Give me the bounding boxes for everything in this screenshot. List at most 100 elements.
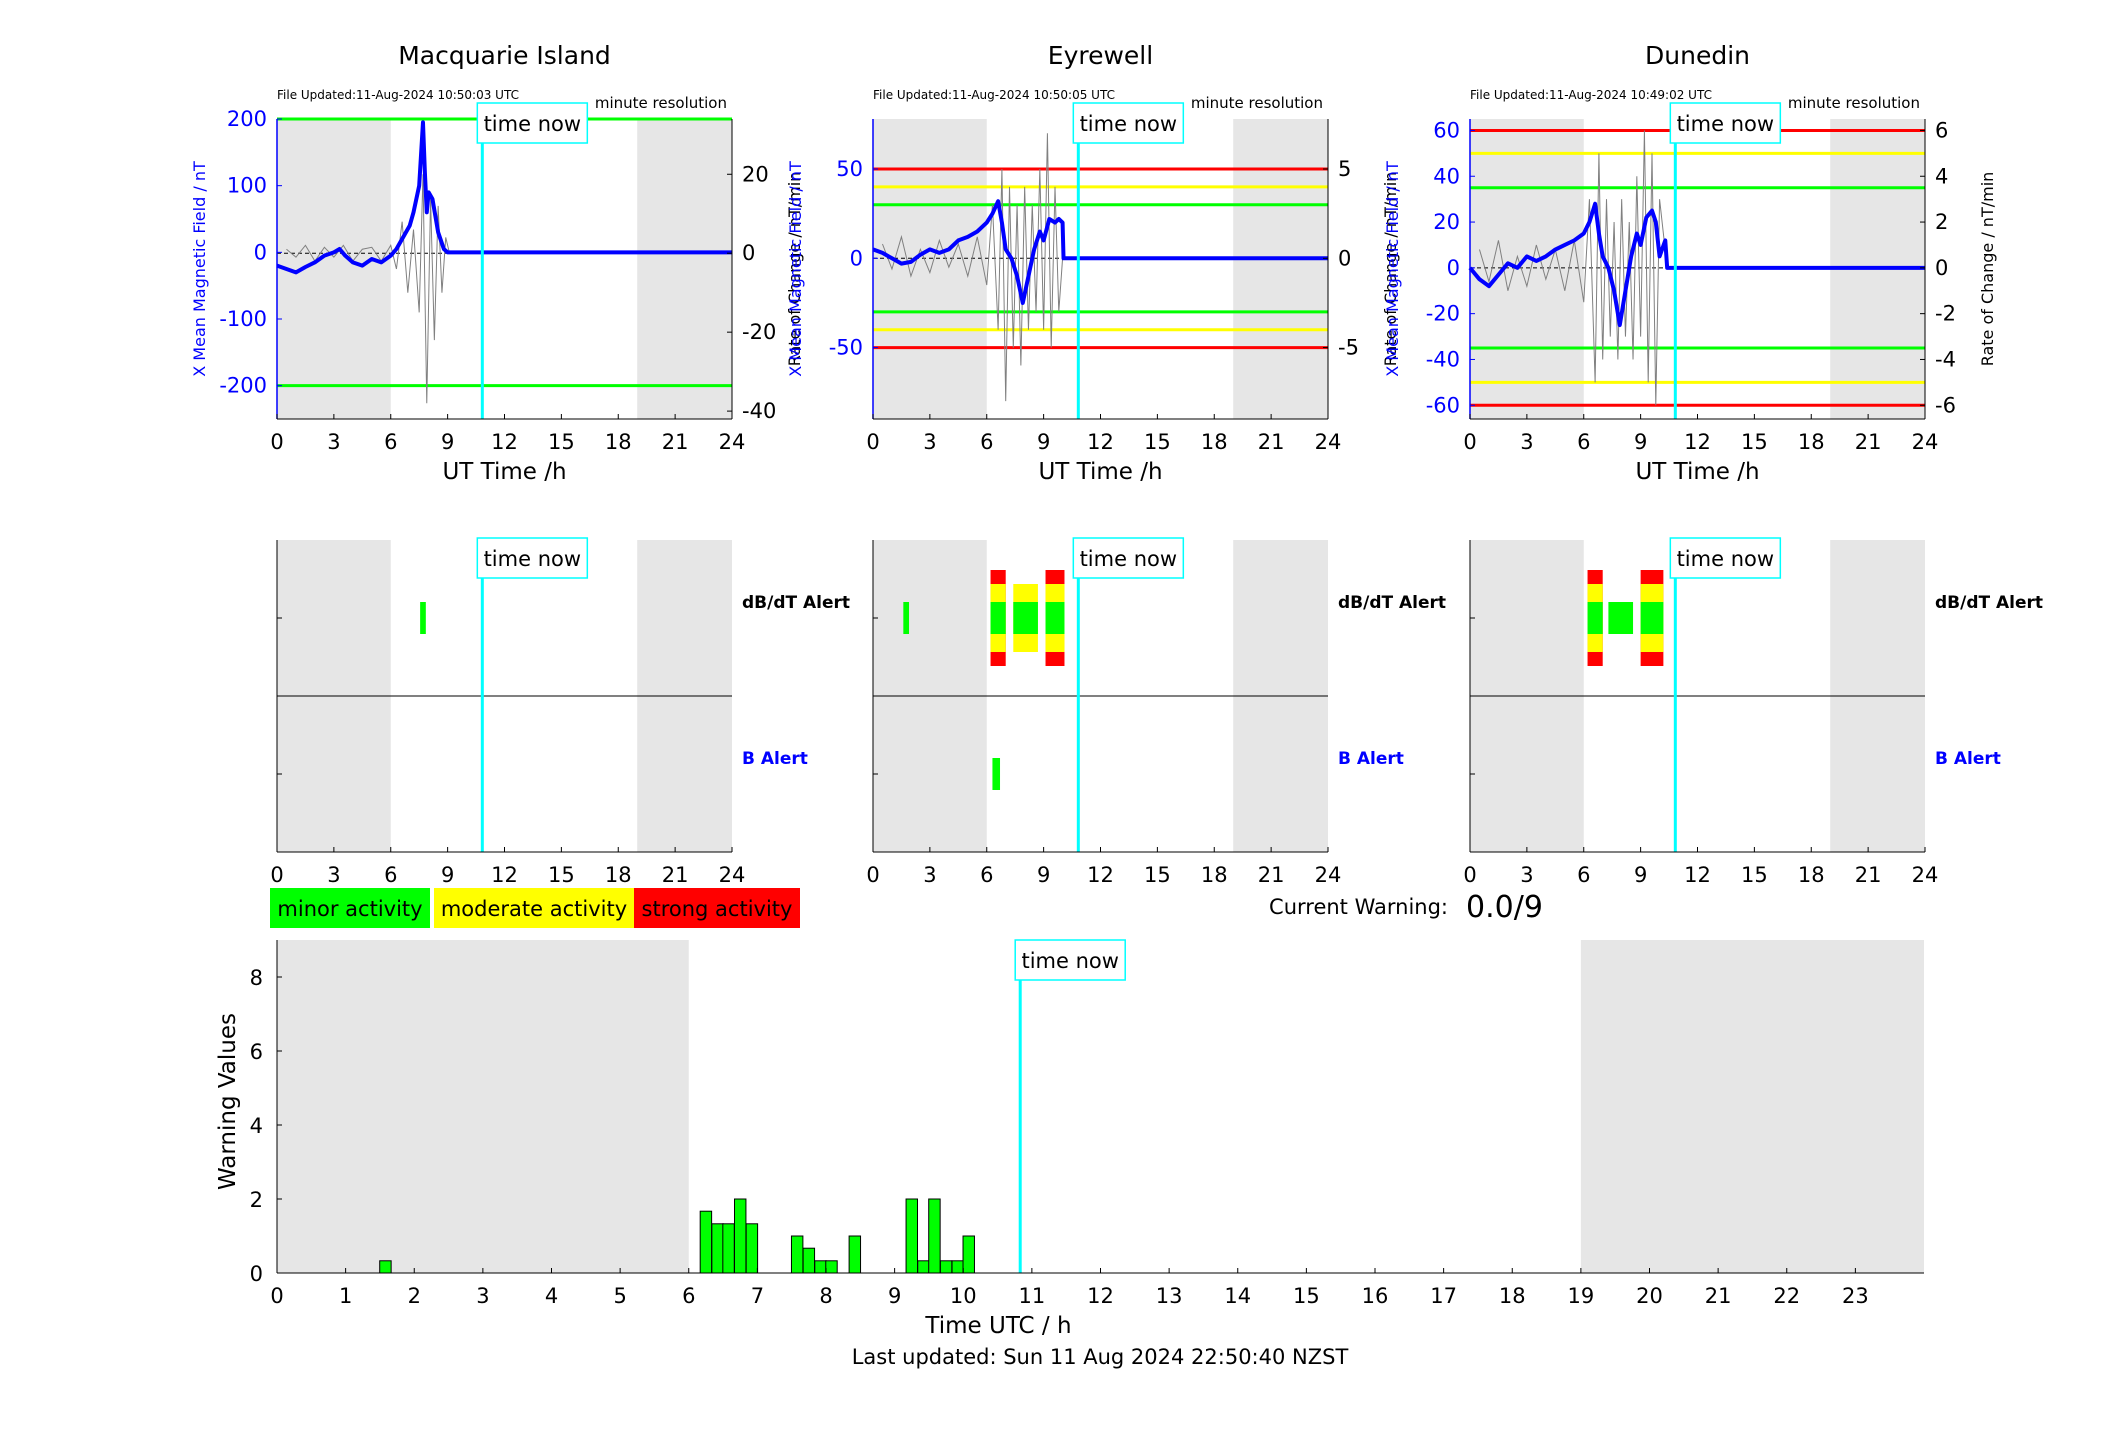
x-axis-label: Time UTC / h bbox=[924, 1313, 1071, 1339]
y-left-tick-label: 0 bbox=[1447, 256, 1460, 280]
time-now-box bbox=[1669, 102, 1782, 144]
dbdt-alert-label: dB/dT Alert bbox=[1935, 593, 2043, 613]
y-left-tick-label: 200 bbox=[227, 107, 267, 131]
x-tick-label: 3 bbox=[1520, 430, 1533, 454]
x-tick-label: 15 bbox=[1144, 863, 1171, 887]
x-tick-label: 18 bbox=[605, 863, 632, 887]
y-axis-label: Warning Values bbox=[215, 1013, 241, 1190]
x-tick-label: 24 bbox=[719, 863, 746, 887]
x-tick-label: 17 bbox=[1430, 1284, 1457, 1308]
rate-of-change-line bbox=[1478, 130, 1668, 406]
x-tick-label: 14 bbox=[1224, 1284, 1251, 1308]
y-right-axis-label: Rate of Change / nT/min bbox=[1978, 172, 1997, 367]
dunedin-panel: Dunedin File Updated:11-Aug-2024 10:49:02… bbox=[1383, 41, 1997, 485]
minor-alert-bar bbox=[903, 602, 910, 634]
warning-bar bbox=[814, 1260, 827, 1274]
legend-minor-swatch bbox=[270, 888, 430, 928]
x-tick-label: 0 bbox=[866, 863, 879, 887]
time-now-box bbox=[1072, 102, 1185, 144]
y-right-tick-label: 5 bbox=[1338, 157, 1351, 181]
x-tick-label: 24 bbox=[719, 430, 746, 454]
x-tick-label: 13 bbox=[1156, 1284, 1183, 1308]
y-right-tick-label: -5 bbox=[1338, 336, 1359, 360]
x-tick-label: 6 bbox=[1577, 430, 1590, 454]
x-tick-label: 6 bbox=[980, 863, 993, 887]
warning-bar bbox=[790, 1235, 804, 1274]
warning-bar bbox=[733, 1198, 747, 1274]
x-tick-label: 0 bbox=[1463, 430, 1476, 454]
y-right-axis-label: Rate of Change / nT/min bbox=[785, 172, 804, 367]
last-updated: Last updated: Sun 11 Aug 2024 22:50:40 N… bbox=[852, 1345, 1349, 1369]
warning-bar bbox=[802, 1247, 816, 1274]
night-shade bbox=[1470, 119, 1584, 419]
time-now-label: time now bbox=[484, 547, 581, 571]
x-tick-label: 12 bbox=[1684, 863, 1711, 887]
warning-bar bbox=[699, 1210, 713, 1274]
warning-bar bbox=[939, 1260, 953, 1274]
warning-bar bbox=[917, 1260, 930, 1274]
y-tick-label: 0 bbox=[250, 1262, 263, 1286]
night-shade bbox=[277, 940, 689, 1273]
resolution-label: minute resolution bbox=[595, 94, 727, 112]
x-axis-label: UT Time /h bbox=[1038, 459, 1162, 485]
warning-bar bbox=[379, 1260, 392, 1274]
y-right-tick-label: 20 bbox=[742, 162, 769, 186]
x-tick-label: 10 bbox=[950, 1284, 977, 1308]
macquarie-island-panel: Macquarie Island File Updated:11-Aug-2024… bbox=[190, 41, 804, 485]
y-right-tick-label: 0 bbox=[1338, 246, 1351, 270]
x-tick-label: 18 bbox=[1798, 863, 1825, 887]
file-updated: File Updated:11-Aug-2024 10:50:03 UTC bbox=[277, 88, 519, 102]
x-tick-label: 12 bbox=[1087, 1284, 1114, 1308]
minor-alert-bar bbox=[1640, 602, 1664, 634]
y-right-tick-label: 0 bbox=[1935, 256, 1948, 280]
time-now-box bbox=[476, 102, 589, 144]
x-tick-label: 4 bbox=[545, 1284, 558, 1308]
time-now-label: time now bbox=[1677, 547, 1774, 571]
x-tick-label: 0 bbox=[1463, 863, 1476, 887]
time-now-label: time now bbox=[484, 112, 581, 136]
x-tick-label: 24 bbox=[1315, 863, 1342, 887]
x-tick-label: 18 bbox=[605, 430, 632, 454]
x-tick-label: 1 bbox=[339, 1284, 352, 1308]
x-tick-label: 3 bbox=[923, 863, 936, 887]
x-tick-label: 9 bbox=[1634, 863, 1647, 887]
x-tick-label: 9 bbox=[1037, 430, 1050, 454]
legend-moderate-swatch bbox=[434, 888, 634, 928]
x-tick-label: 3 bbox=[476, 1284, 489, 1308]
x-tick-label: 8 bbox=[819, 1284, 832, 1308]
x-tick-label: 7 bbox=[751, 1284, 764, 1308]
x-tick-label: 9 bbox=[441, 863, 454, 887]
macquarie-island-alert-panel: time now 0 3 6 9 12 15 18 21 24 dB/dT Alert B Alert bbox=[270, 537, 850, 887]
x-tick-label: 9 bbox=[441, 430, 454, 454]
warning-bar bbox=[951, 1260, 964, 1274]
eyrewell-panel: Eyrewell File Updated:11-Aug-2024 10:50:0… bbox=[786, 41, 1400, 485]
warning-bar bbox=[928, 1198, 941, 1274]
station-title: Dunedin bbox=[1645, 41, 1750, 70]
y-left-tick-label: 20 bbox=[1433, 210, 1460, 234]
y-right-tick-label: -4 bbox=[1935, 347, 1956, 371]
x-tick-label: 18 bbox=[1499, 1284, 1526, 1308]
b-alert-label: B Alert bbox=[1935, 749, 2001, 769]
y-left-tick-label: 50 bbox=[836, 157, 863, 181]
x-tick-label: 3 bbox=[327, 430, 340, 454]
x-tick-label: 6 bbox=[384, 430, 397, 454]
y-right-tick-label: 2 bbox=[1935, 210, 1948, 234]
x-tick-label: 12 bbox=[1087, 430, 1114, 454]
y-left-axis-label: X Mean Magnetic Field / nT bbox=[1383, 161, 1402, 377]
time-now-box bbox=[1669, 537, 1782, 579]
y-left-tick-label: -40 bbox=[1426, 347, 1460, 371]
x-tick-label: 6 bbox=[384, 863, 397, 887]
y-left-tick-label: 40 bbox=[1433, 164, 1460, 188]
y-tick-label: 8 bbox=[250, 966, 263, 990]
night-shade bbox=[1233, 119, 1328, 419]
y-left-tick-label: -200 bbox=[219, 374, 267, 398]
dbdt-alert-label: dB/dT Alert bbox=[742, 593, 850, 613]
night-shade bbox=[277, 119, 391, 419]
station-title: Eyrewell bbox=[1048, 41, 1153, 70]
x-tick-label: 18 bbox=[1798, 430, 1825, 454]
minor-alert-bar bbox=[990, 602, 1006, 634]
y-left-tick-label: -20 bbox=[1426, 302, 1460, 326]
legend-strong-label: strong activity bbox=[642, 897, 793, 921]
b-field-line bbox=[276, 120, 732, 275]
